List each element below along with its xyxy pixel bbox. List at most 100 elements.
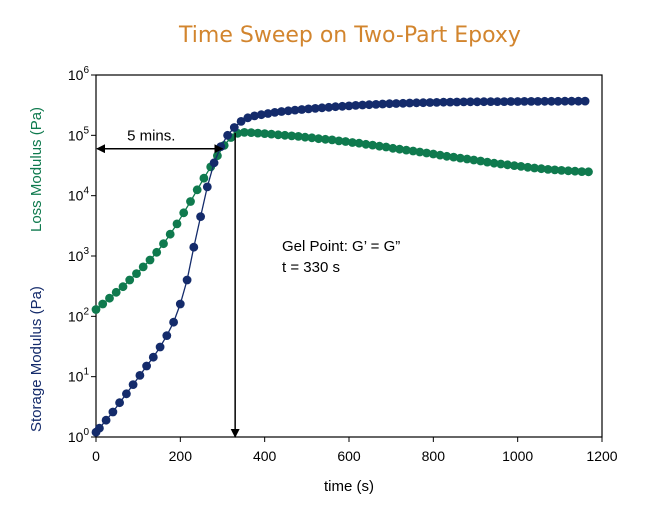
storage-modulus-point xyxy=(155,342,165,352)
loss-modulus-point xyxy=(186,197,195,206)
loss-modulus-point xyxy=(334,136,344,146)
storage-modulus-point xyxy=(162,331,172,340)
y-tick-label: 105 xyxy=(68,125,90,143)
loss-modulus-point xyxy=(482,157,492,167)
loss-modulus-point xyxy=(132,269,141,278)
storage-modulus-point xyxy=(398,98,408,108)
y-tick-base: 10 xyxy=(68,127,84,143)
loss-modulus-point xyxy=(449,152,458,162)
storage-modulus-point xyxy=(466,97,475,107)
storage-modulus-point xyxy=(533,97,543,106)
storage-modulus-point xyxy=(351,101,361,110)
storage-modulus-point xyxy=(270,108,280,117)
storage-modulus-point xyxy=(364,100,374,110)
y-tick-exponent: 6 xyxy=(83,65,89,76)
storage-modulus-point xyxy=(250,111,259,121)
storage-modulus-point xyxy=(95,423,104,433)
y-tick-label: 101 xyxy=(68,367,90,385)
loss-modulus-point xyxy=(192,185,202,195)
loss-modulus-point xyxy=(462,154,472,164)
x-tick-label: 200 xyxy=(169,448,193,464)
y-tick-label: 102 xyxy=(68,306,90,324)
loss-modulus-point xyxy=(159,239,168,249)
storage-modulus-point xyxy=(432,98,442,107)
interval-label: 5 mins. xyxy=(127,128,175,145)
storage-modulus-point xyxy=(472,97,482,107)
y-axis-title-storage: Storage Modulus (Pa) xyxy=(28,286,45,432)
y-tick-base: 10 xyxy=(68,248,84,264)
storage-modulus-point xyxy=(108,407,118,417)
storage-modulus-point xyxy=(574,96,583,106)
chart-title: Time Sweep on Two-Part Epoxy xyxy=(178,23,521,48)
storage-modulus-point xyxy=(391,99,401,108)
loss-modulus-point xyxy=(327,135,337,145)
loss-modulus-point xyxy=(375,141,384,151)
y-tick-label: 104 xyxy=(68,186,90,204)
storage-modulus-point xyxy=(520,97,529,106)
x-tick-label: 600 xyxy=(337,448,361,464)
loss-modulus-point xyxy=(287,131,297,141)
loss-modulus-point xyxy=(267,129,276,139)
annotation-layer: 5 mins. Gel Point: G’ = G” t = 330 s xyxy=(96,128,400,438)
loss-modulus-point xyxy=(199,173,209,183)
y-tick-base: 10 xyxy=(68,308,84,324)
series-layer xyxy=(91,96,593,437)
loss-modulus-point xyxy=(348,138,357,147)
storage-modulus-point xyxy=(236,117,246,126)
storage-modulus-point xyxy=(547,96,556,106)
loss-modulus-point xyxy=(550,165,560,175)
y-tick-base: 10 xyxy=(68,369,84,385)
storage-modulus-point xyxy=(385,99,394,109)
loss-modulus-point xyxy=(111,287,121,297)
storage-modulus-point xyxy=(344,101,354,111)
storage-modulus-point xyxy=(324,102,334,112)
storage-modulus-point xyxy=(405,98,415,108)
loss-modulus-point xyxy=(246,128,256,138)
storage-modulus-point xyxy=(540,96,550,106)
storage-modulus-point xyxy=(337,101,347,111)
storage-modulus-point xyxy=(148,352,158,362)
storage-modulus-point xyxy=(486,97,496,106)
storage-modulus-point xyxy=(493,97,502,106)
storage-modulus-point xyxy=(209,158,219,168)
loss-modulus-point xyxy=(152,247,162,257)
loss-modulus-point xyxy=(240,127,249,137)
storage-modulus-point xyxy=(256,110,266,120)
loss-modulus-point xyxy=(516,162,526,171)
storage-modulus-point xyxy=(310,104,320,113)
storage-modulus-point xyxy=(189,242,199,252)
loss-modulus-point xyxy=(118,282,128,292)
loss-modulus-point xyxy=(273,130,283,140)
y-tick-label: 100 xyxy=(68,427,90,445)
loss-modulus-point xyxy=(321,134,330,144)
y-tick-exponent: 2 xyxy=(83,306,89,317)
storage-modulus-point xyxy=(479,97,489,107)
loss-modulus-point xyxy=(145,255,155,265)
loss-modulus-point xyxy=(125,275,135,285)
x-tick-label: 1200 xyxy=(586,448,617,464)
loss-modulus-point xyxy=(523,162,533,172)
x-tick-label: 0 xyxy=(92,448,100,464)
loss-modulus-point xyxy=(300,132,310,142)
storage-modulus-point xyxy=(290,105,300,115)
loss-modulus-line xyxy=(95,131,589,311)
loss-modulus-point xyxy=(503,160,512,170)
loss-modulus-point xyxy=(280,130,290,140)
storage-modulus-point xyxy=(297,105,307,114)
loss-modulus-point xyxy=(165,229,175,239)
loss-modulus-point xyxy=(260,129,270,139)
storage-modulus-series xyxy=(91,96,590,437)
loss-modulus-point xyxy=(172,219,182,229)
storage-modulus-point xyxy=(506,97,516,106)
y-tick-exponent: 0 xyxy=(83,427,89,438)
storage-modulus-point xyxy=(283,106,293,116)
x-tick-label: 1000 xyxy=(502,448,533,464)
loss-modulus-point xyxy=(428,149,438,159)
loss-modulus-point xyxy=(354,138,364,148)
storage-modulus-point xyxy=(418,98,428,108)
storage-modulus-point xyxy=(128,380,138,389)
storage-modulus-point xyxy=(202,182,212,192)
loss-modulus-point xyxy=(584,167,593,177)
storage-modulus-point xyxy=(452,97,462,107)
